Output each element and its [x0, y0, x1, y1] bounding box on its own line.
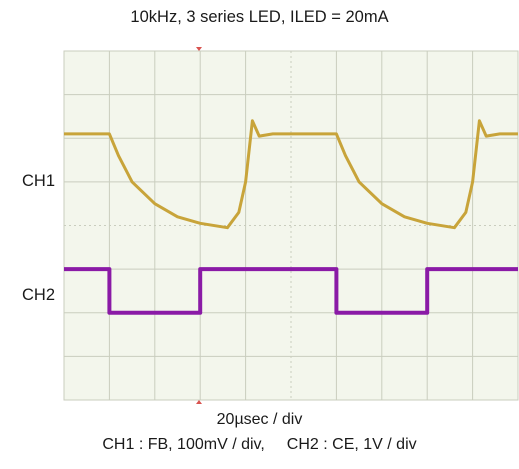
trigger-marker-top: [196, 47, 202, 51]
ch1-setting: CH1 : FB, 100mV / div,: [102, 436, 265, 453]
ch2-trace: [64, 267, 518, 315]
ch1-label: CH1: [22, 172, 56, 190]
ch2-label: CH2: [22, 286, 56, 304]
channel-settings: CH1 : FB, 100mV / div, CH2 : CE, 1V / div: [0, 436, 519, 454]
trigger-marker-bottom: [196, 400, 202, 404]
time-scale-label: 20µsec / div: [216, 411, 303, 428]
ch1-trace: [64, 119, 518, 230]
traces: [64, 119, 518, 315]
ch2-setting: CH2 : CE, 1V / div: [286, 436, 417, 453]
chart-title: 10kHz, 3 series LED, ILED = 20mA: [130, 8, 389, 26]
